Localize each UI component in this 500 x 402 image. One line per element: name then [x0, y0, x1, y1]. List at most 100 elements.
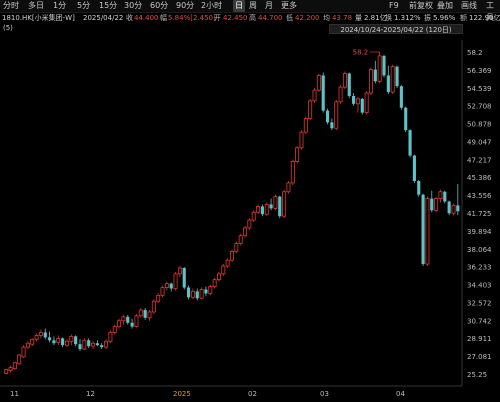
amount-label: 额: [460, 14, 467, 22]
date: 2025/04/22: [83, 14, 124, 22]
y-tick-label: 27.081: [467, 353, 492, 361]
candle-body: [421, 194, 425, 265]
candle-body: [12, 362, 17, 370]
high-label: 高: [249, 14, 256, 22]
candle-body: [430, 198, 434, 211]
period-12[interactable]: 更多: [281, 1, 297, 10]
candle-body: [43, 332, 47, 338]
candle-body: [286, 182, 291, 193]
toolbar-right-0[interactable]: F9: [389, 1, 399, 10]
candle-body: [182, 267, 186, 288]
candle-body: [338, 86, 343, 103]
date-range-label[interactable]: 2024/10/24-2025/04/22 (120日): [329, 24, 463, 34]
change-label: 幅: [160, 14, 167, 22]
candle-body: [382, 55, 386, 76]
open-value: 42.450: [223, 14, 248, 22]
candle-body: [425, 198, 430, 265]
high-value: 44.700: [258, 14, 283, 22]
period-11[interactable]: 月: [265, 1, 273, 10]
period-6[interactable]: 60分: [150, 1, 169, 10]
candle-body: [373, 69, 377, 82]
candle-body: [87, 340, 91, 347]
candle-body: [34, 334, 39, 340]
y-tick-label: 56.369: [467, 67, 492, 75]
x-tick-label: 11: [10, 390, 19, 398]
y-tick-label: 34.403: [467, 282, 492, 290]
period-5[interactable]: 30分: [124, 1, 143, 10]
period-1[interactable]: 多日: [28, 1, 44, 10]
x-tick-label: 12: [86, 390, 95, 398]
candle-body: [74, 336, 78, 345]
period-8[interactable]: 2小时: [201, 1, 223, 10]
y-tick-label: 32.572: [467, 299, 492, 307]
candle-body: [104, 340, 109, 348]
x-tick-label: 04: [396, 390, 405, 398]
indicator-param: (5): [3, 24, 13, 32]
close-label: 收: [126, 14, 133, 22]
candle-body: [91, 342, 95, 347]
candle-body: [269, 204, 273, 209]
candle-body: [364, 92, 369, 113]
candle-body: [177, 267, 182, 275]
toolbar-right-1[interactable]: 前复权: [409, 1, 433, 10]
candle-body: [112, 326, 117, 333]
candle-body: [52, 340, 56, 344]
candle-body: [8, 367, 13, 371]
candle-body: [321, 75, 325, 111]
turnover-label: 换: [385, 14, 392, 22]
x-tick-label: 02: [248, 390, 257, 398]
candle-body: [199, 289, 204, 299]
candle-body: [308, 100, 313, 119]
y-tick-label: 49.047: [467, 138, 492, 146]
period-0[interactable]: 分时: [3, 1, 19, 10]
candle-body: [126, 316, 130, 323]
candle-body: [134, 315, 139, 328]
candle-body: [151, 300, 156, 313]
candle-body: [117, 320, 122, 328]
candle-body: [352, 95, 356, 104]
candle-body: [156, 294, 161, 302]
candle-body: [221, 265, 226, 275]
candle-body: [290, 161, 295, 184]
candle-body: [434, 198, 439, 211]
period-3[interactable]: 5分: [77, 1, 91, 10]
period-2[interactable]: 1分: [53, 1, 67, 10]
y-tick-label: 58.2: [467, 49, 483, 57]
candle-body: [247, 219, 252, 229]
candle-body: [187, 287, 191, 298]
toolbar-right-3[interactable]: 画线: [461, 1, 477, 10]
candle-body: [30, 338, 35, 345]
y-tick-label: 50.878: [467, 121, 492, 129]
candle-body: [212, 279, 217, 287]
candle-body: [38, 332, 43, 336]
candle-body: [325, 110, 330, 123]
y-tick-label: 25.25: [467, 371, 487, 379]
candle-body: [273, 196, 278, 209]
candle-body: [299, 131, 304, 149]
volume-value: 2.81亿: [364, 14, 387, 22]
candle-body: [82, 339, 87, 350]
candle-body: [238, 235, 243, 244]
candle-body: [138, 309, 143, 317]
candle-body: [69, 335, 74, 342]
candle-body: [130, 322, 134, 327]
period-4[interactable]: 15分: [99, 1, 118, 10]
avg-value: 43.78: [332, 14, 353, 22]
candle-body: [417, 180, 421, 195]
y-tick-label: 36.233: [467, 264, 492, 272]
period-7[interactable]: 90分: [176, 1, 195, 10]
candle-body: [147, 311, 152, 319]
period-9[interactable]: 日: [233, 0, 245, 12]
amount-value: 122.90亿: [469, 14, 500, 22]
candle-body: [282, 191, 287, 217]
candle-body: [56, 337, 61, 343]
candle-body: [21, 346, 26, 358]
candle-body: [78, 344, 82, 350]
period-10[interactable]: 周: [249, 1, 257, 10]
candle-body: [303, 118, 308, 133]
toolbar-right-2[interactable]: 叠加: [437, 1, 453, 10]
y-tick-label: 52.708: [467, 103, 492, 111]
candle-body: [360, 98, 364, 113]
toolbar-right-4[interactable]: 工具: [486, 1, 494, 22]
